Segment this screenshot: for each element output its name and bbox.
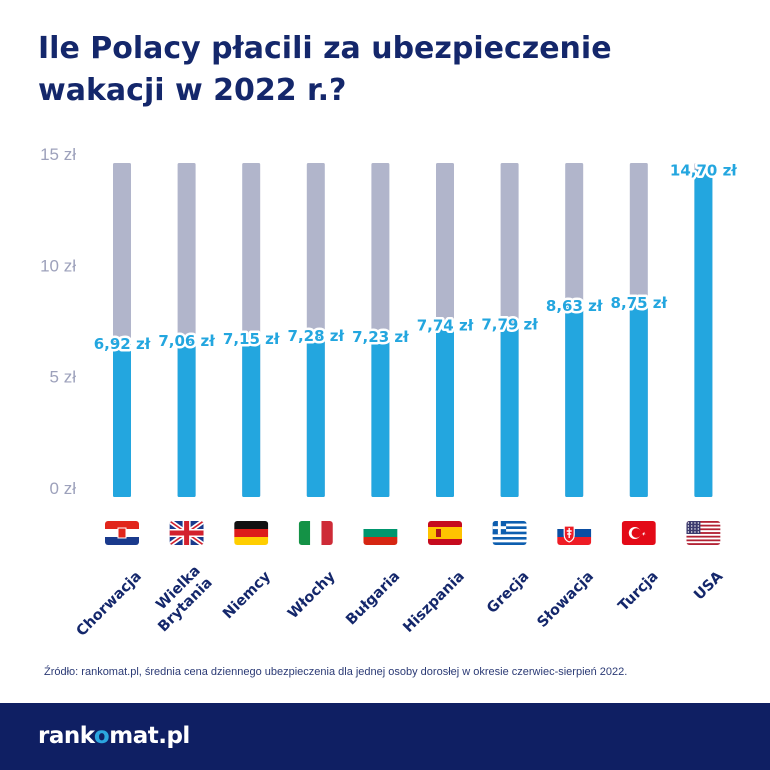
croatia-coat-of-arms [117,527,127,539]
data-label: 7,06 zł [158,332,215,350]
uk-flag [169,521,204,545]
data-label: 14,70 zł [670,162,737,180]
x-tick-label: USA [691,568,727,604]
x-tick-label: Grecja [484,569,532,617]
turkey-star [641,531,646,536]
y-tick-label: 5 zł [50,368,77,387]
bar [177,339,196,497]
usa-flag [686,521,721,545]
bar [306,334,325,497]
bar [113,342,131,497]
data-label: 8,63 zł [546,297,603,315]
croatia-flag [105,521,139,545]
turkey-flag [621,521,656,545]
data-label: 8,75 zł [611,294,668,312]
x-tick-label: Hiszpania [400,569,467,636]
italy-flag [298,521,333,545]
bar [629,302,648,497]
data-label: 7,23 zł [352,328,409,346]
greece-flag [492,521,527,545]
x-tick-label: Włochy [285,568,339,622]
source-note: Źródło: rankomat.pl, średnia cena dzienn… [44,666,628,678]
bulgaria-flag [363,521,398,545]
bar [565,304,584,497]
bar [242,337,261,497]
data-label: 7,79 zł [481,316,538,334]
title-line-2: wakacji w 2022 r.? [38,73,347,108]
spain-coat-of-arms [436,529,441,537]
y-tick-label: 0 zł [50,479,77,498]
x-tick-label: Turcja [616,569,662,615]
data-label: 7,28 zł [288,327,345,345]
data-label: 7,74 zł [417,317,474,335]
x-tick-label: Chorwacja [74,569,145,640]
germany-flag [234,521,269,545]
bar [436,324,454,497]
x-tick-label: Bułgaria [343,569,403,629]
bar [500,323,519,497]
logo-part-2: mat.pl [109,723,190,749]
logo-accent: o [93,723,110,749]
bar-chart: 0 zł 5 zł 10 zł 15 zł 6,92 zł Chorwacja 7,06 z… [40,145,738,640]
bar [371,336,390,497]
bar [694,169,713,497]
rankomat-logo[interactable]: rankomat.pl [38,723,190,749]
data-label: 7,15 zł [223,330,280,348]
footer-bar: rankomat.pl [0,703,770,770]
y-tick-label: 15 zł [40,145,76,164]
chart-title: Ile Polacy płacili za ubezpieczenie waka… [38,28,738,112]
title-line-1: Ile Polacy płacili za ubezpieczenie [38,31,612,66]
data-label: 6,92 zł [94,335,151,353]
x-tick-label: Słowacja [535,569,597,631]
y-tick-label: 10 zł [40,256,76,275]
x-tick-label: Niemcy [220,568,274,622]
x-tick-label: WielkaBrytania [143,563,215,635]
spain-flag [428,521,462,545]
logo-part-1: rank [38,723,94,749]
slovakia-flag [557,521,592,545]
